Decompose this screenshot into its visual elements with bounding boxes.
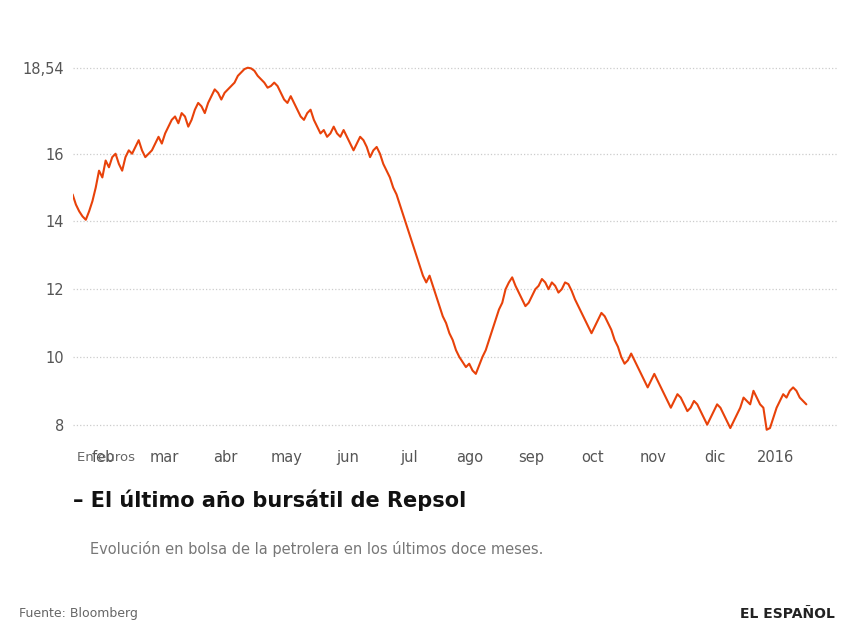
Text: En euros: En euros (77, 451, 135, 464)
Text: – El último año bursátil de Repsol: – El último año bursátil de Repsol (73, 490, 465, 511)
Text: Evolución en bolsa de la petrolera en los últimos doce meses.: Evolución en bolsa de la petrolera en lo… (90, 541, 543, 557)
Text: EL ESPAÑOL: EL ESPAÑOL (740, 607, 834, 621)
Text: Fuente: Bloomberg: Fuente: Bloomberg (19, 607, 137, 620)
